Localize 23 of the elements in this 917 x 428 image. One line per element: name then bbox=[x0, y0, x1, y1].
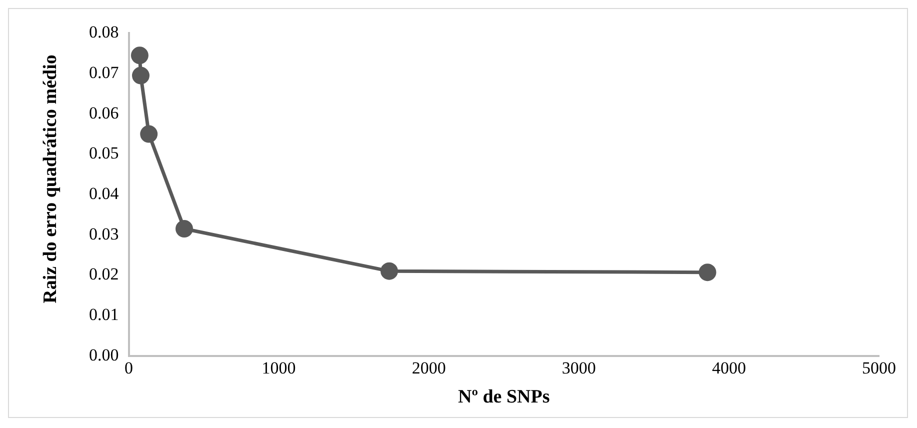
point bbox=[140, 125, 158, 143]
y-tick-label: 0.08 bbox=[89, 22, 119, 42]
y-tick-label: 0.04 bbox=[89, 184, 120, 203]
x-tick-label: 0 bbox=[124, 358, 133, 378]
x-tick-label: 5000 bbox=[862, 358, 896, 378]
x-axis-title: Nº de SNPs bbox=[458, 386, 550, 408]
point bbox=[176, 220, 194, 238]
y-tick-label: 0.02 bbox=[89, 264, 119, 284]
y-tick-label: 0.07 bbox=[89, 62, 120, 82]
point bbox=[698, 264, 716, 282]
y-tick-label: 0.05 bbox=[89, 144, 119, 163]
point bbox=[132, 66, 150, 84]
x-tick-label: 4000 bbox=[712, 358, 746, 378]
x-tick-label: 2000 bbox=[412, 358, 446, 378]
y-axis-title: Raiz do erro quadrático médio bbox=[40, 54, 62, 304]
y-tick-label: 0.03 bbox=[89, 224, 119, 244]
point bbox=[130, 46, 148, 64]
x-tick-label: 1000 bbox=[262, 358, 296, 378]
point bbox=[380, 262, 398, 280]
y-tick-label: 0.06 bbox=[89, 103, 119, 122]
y-tick-label: 0.01 bbox=[89, 304, 119, 324]
y-tick-label: 0.00 bbox=[89, 345, 119, 364]
x-tick-label: 3000 bbox=[562, 358, 596, 378]
